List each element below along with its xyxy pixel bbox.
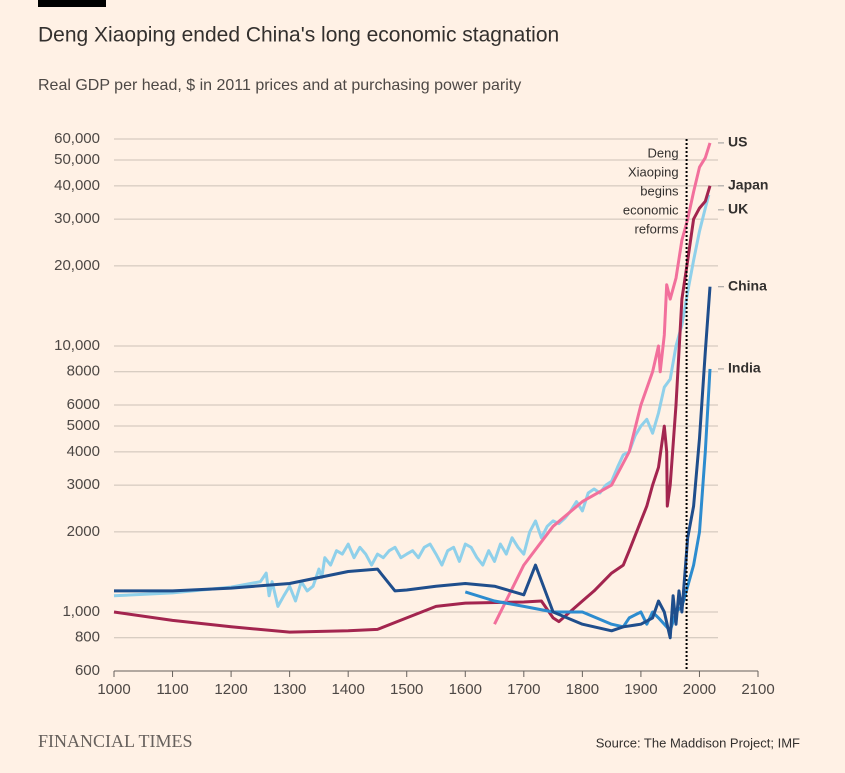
- x-tick-label: 1600: [449, 681, 482, 698]
- y-tick-label: 8000: [67, 363, 100, 380]
- chart-subtitle: Real GDP per head, $ in 2011 prices and …: [38, 77, 521, 94]
- y-tick-label: 2000: [67, 523, 100, 540]
- brand-bar: [38, 0, 106, 7]
- x-tick-label: 1100: [156, 681, 188, 698]
- x-tick-label: 1700: [507, 681, 540, 698]
- series-line: [113, 185, 712, 634]
- series-line: [114, 286, 712, 640]
- series-label: Japan: [728, 177, 768, 193]
- annotation-text: begins: [640, 183, 679, 198]
- y-tick-label: 30,000: [54, 210, 100, 227]
- series-line: [464, 368, 712, 633]
- annotation-text: reforms: [635, 221, 680, 236]
- x-tick-label: 1800: [566, 681, 599, 698]
- annotation-text: Xiaoping: [628, 164, 679, 179]
- annotation-text: Deng: [647, 145, 678, 160]
- series-line: [113, 194, 711, 608]
- y-tick-label: 4000: [67, 443, 100, 460]
- series-label: India: [728, 360, 761, 376]
- y-tick-label: 5000: [67, 417, 100, 434]
- y-tick-label: 60,000: [54, 130, 100, 147]
- y-tick-label: 1,000: [62, 603, 100, 620]
- annotation-text: economic: [623, 202, 679, 217]
- y-tick-label: 50,000: [54, 151, 100, 168]
- series-label: US: [728, 134, 747, 150]
- x-tick-label: 1200: [214, 681, 247, 698]
- x-tick-label: 1300: [273, 681, 306, 698]
- series-label: China: [728, 277, 767, 293]
- x-tick-label: 2100: [741, 681, 774, 698]
- y-tick-label: 800: [75, 629, 100, 646]
- x-tick-label: 1000: [97, 681, 130, 698]
- y-tick-label: 20,000: [54, 257, 100, 274]
- y-tick-label: 40,000: [54, 177, 100, 194]
- brand: FINANCIAL TIMES: [38, 731, 193, 751]
- chart-title: Deng Xiaoping ended China's long economi…: [38, 24, 559, 47]
- x-tick-label: 1500: [390, 681, 423, 698]
- y-tick-label: 3000: [67, 476, 100, 493]
- y-tick-label: 6000: [67, 396, 100, 413]
- series-label: UK: [728, 201, 748, 217]
- y-tick-label: 10,000: [54, 337, 100, 354]
- source: Source: The Maddison Project; IMF: [596, 735, 800, 750]
- x-tick-label: 1900: [624, 681, 657, 698]
- x-tick-label: 2000: [683, 681, 716, 698]
- series-line: [493, 142, 712, 625]
- y-tick-label: 600: [75, 662, 100, 679]
- x-tick-label: 1400: [331, 681, 364, 698]
